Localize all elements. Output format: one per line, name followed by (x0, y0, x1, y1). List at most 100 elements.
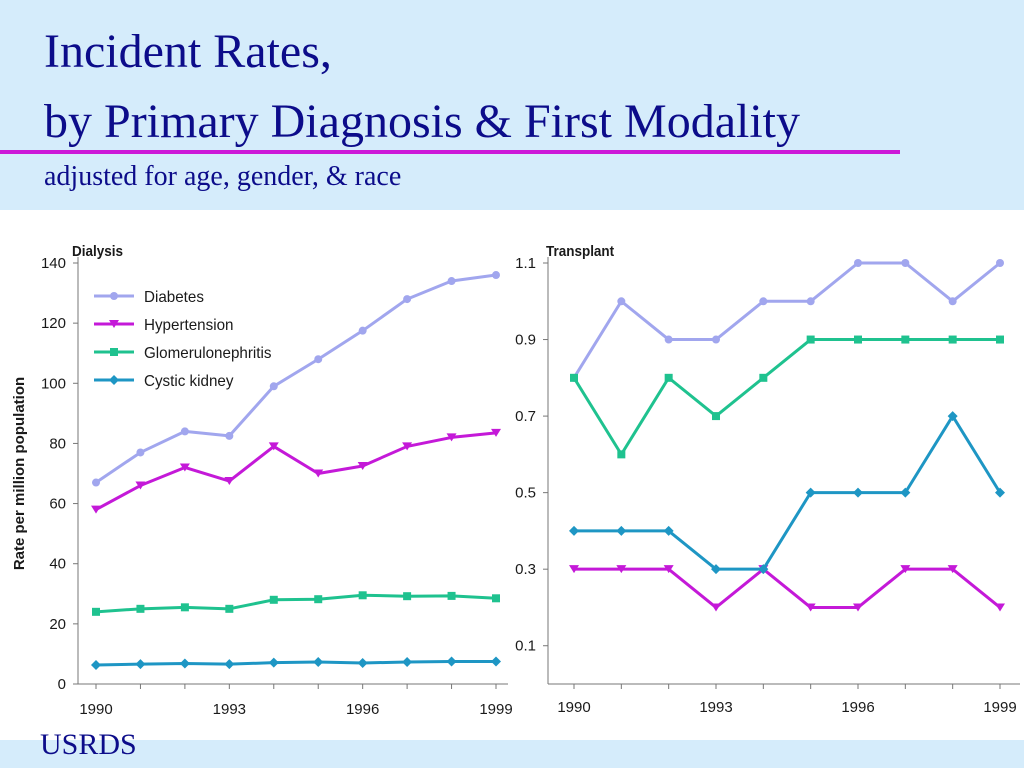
dialysis-point-cystic-kidney (357, 657, 368, 668)
legend-marker-cystic-kidney (109, 375, 119, 385)
dialysis-point-cystic-kidney (402, 657, 413, 668)
transplant-point-diabetes (617, 297, 626, 306)
dialysis-point-diabetes (314, 355, 323, 364)
legend-marker-hypertension (109, 320, 119, 328)
transplant-y-tick-label: 1.1 (515, 255, 536, 272)
transplant-point-hypertension (663, 565, 674, 574)
dialysis-point-glomerulonephritis (180, 603, 189, 612)
legend-label-cystic-kidney: Cystic kidney (144, 373, 234, 390)
dialysis-point-cystic-kidney (446, 656, 457, 667)
dialysis-y-tick-label: 40 (49, 556, 66, 573)
dialysis-x-tick-label: 1999 (479, 701, 512, 718)
slide-title-line2: by Primary Diagnosis & First Modality (44, 95, 800, 148)
transplant-point-glomerulonephritis (854, 335, 862, 344)
dialysis-y-tick-label: 80 (49, 435, 66, 452)
transplant-point-cystic-kidney (947, 411, 958, 422)
dialysis-point-diabetes (180, 427, 189, 436)
dialysis-point-cystic-kidney (313, 657, 324, 668)
transplant-point-cystic-kidney (900, 487, 911, 498)
dialysis-point-cystic-kidney (91, 660, 101, 671)
dialysis-point-glomerulonephritis (314, 595, 323, 604)
transplant-point-hypertension (853, 603, 863, 612)
transplant-x-tick-label: 1993 (699, 699, 732, 716)
transplant-point-glomerulonephritis (712, 412, 720, 421)
transplant-point-cystic-kidney (569, 525, 579, 536)
slide-subtitle: adjusted for age, gender, & race (44, 161, 402, 192)
transplant-point-hypertension (995, 603, 1005, 612)
transplant-point-glomerulonephritis (996, 335, 1004, 344)
transplant-y-tick-label: 0.9 (515, 332, 536, 349)
legend-marker-diabetes (110, 292, 118, 300)
dialysis-y-tick-label: 120 (41, 315, 66, 332)
dialysis-point-diabetes (358, 326, 367, 335)
plot-background (0, 210, 1024, 740)
dialysis-y-tick-label: 140 (41, 255, 66, 272)
transplant-point-glomerulonephritis (806, 335, 815, 344)
dialysis-point-cystic-kidney (224, 659, 235, 670)
dialysis-point-hypertension (357, 461, 368, 470)
dialysis-point-diabetes (92, 478, 100, 487)
title-underline-rule (0, 150, 900, 154)
dialysis-point-hypertension (313, 469, 324, 478)
dialysis-point-hypertension (491, 428, 501, 437)
footer-source: USRDS (40, 728, 137, 761)
transplant-series-line-hypertension (574, 567, 1001, 609)
legend-label-hypertension: Hypertension (144, 317, 234, 334)
transplant-point-diabetes (948, 297, 957, 306)
transplant-point-diabetes (806, 297, 815, 306)
dialysis-point-diabetes (403, 295, 412, 304)
transplant-point-cystic-kidney (805, 487, 816, 498)
dialysis-point-glomerulonephritis (92, 607, 100, 616)
transplant-point-cystic-kidney (711, 564, 721, 575)
dialysis-point-glomerulonephritis (358, 591, 367, 600)
dialysis-y-tick-label: 20 (49, 616, 66, 633)
dialysis-point-glomerulonephritis (225, 604, 234, 613)
dialysis-point-diabetes (136, 448, 145, 457)
dialysis-x-tick-label: 1996 (346, 701, 379, 718)
dialysis-series-line-hypertension (95, 431, 497, 511)
transplant-y-tick-label: 0.1 (515, 638, 536, 655)
transplant-point-cystic-kidney (616, 525, 627, 536)
dialysis-point-hypertension (224, 477, 235, 486)
slide-title-line1: Incident Rates, (44, 25, 332, 78)
dialysis-point-glomerulonephritis (403, 592, 412, 601)
transplant-point-diabetes (996, 259, 1004, 267)
transplant-x-tick-label: 1996 (841, 699, 874, 716)
dialysis-point-hypertension (91, 505, 101, 514)
dialysis-point-hypertension (402, 442, 413, 451)
transplant-y-tick-label: 0.3 (515, 561, 536, 578)
transplant-point-glomerulonephritis (664, 373, 673, 382)
transplant-point-cystic-kidney (758, 564, 769, 575)
transplant-point-hypertension (616, 565, 627, 574)
transplant-point-glomerulonephritis (901, 335, 910, 344)
transplant-point-diabetes (901, 259, 910, 267)
dialysis-point-hypertension (135, 481, 146, 490)
dialysis-series-line-cystic-kidney (95, 659, 496, 667)
dialysis-point-glomerulonephritis (492, 594, 500, 603)
transplant-point-diabetes (664, 335, 673, 344)
dialysis-point-cystic-kidney (179, 658, 190, 669)
transplant-point-hypertension (900, 565, 911, 574)
legend-label-glomerulonephritis: Glomerulonephritis (144, 345, 272, 362)
dialysis-point-diabetes (269, 382, 278, 391)
dialysis-x-tick-label: 1993 (213, 701, 246, 718)
dialysis-point-hypertension (446, 433, 457, 442)
dialysis-point-glomerulonephritis (136, 604, 145, 613)
transplant-point-cystic-kidney (853, 487, 863, 498)
dialysis-point-hypertension (268, 442, 279, 451)
dialysis-series-line-glomerulonephritis (95, 593, 497, 614)
legend-label-diabetes: Diabetes (144, 289, 204, 306)
dialysis-point-cystic-kidney (135, 659, 146, 670)
transplant-point-diabetes (854, 259, 862, 267)
transplant-point-glomerulonephritis (759, 373, 768, 382)
transplant-series-line-cystic-kidney (574, 414, 1002, 571)
dialysis-y-tick-label: 100 (41, 375, 66, 392)
transplant-point-cystic-kidney (995, 487, 1005, 498)
dialysis-point-cystic-kidney (268, 657, 279, 668)
dialysis-panel-title: Dialysis (72, 243, 123, 260)
transplant-series-line-glomerulonephritis (572, 338, 1000, 456)
transplant-point-hypertension (711, 603, 721, 612)
transplant-point-glomerulonephritis (617, 450, 626, 459)
dialysis-point-diabetes (447, 277, 456, 286)
